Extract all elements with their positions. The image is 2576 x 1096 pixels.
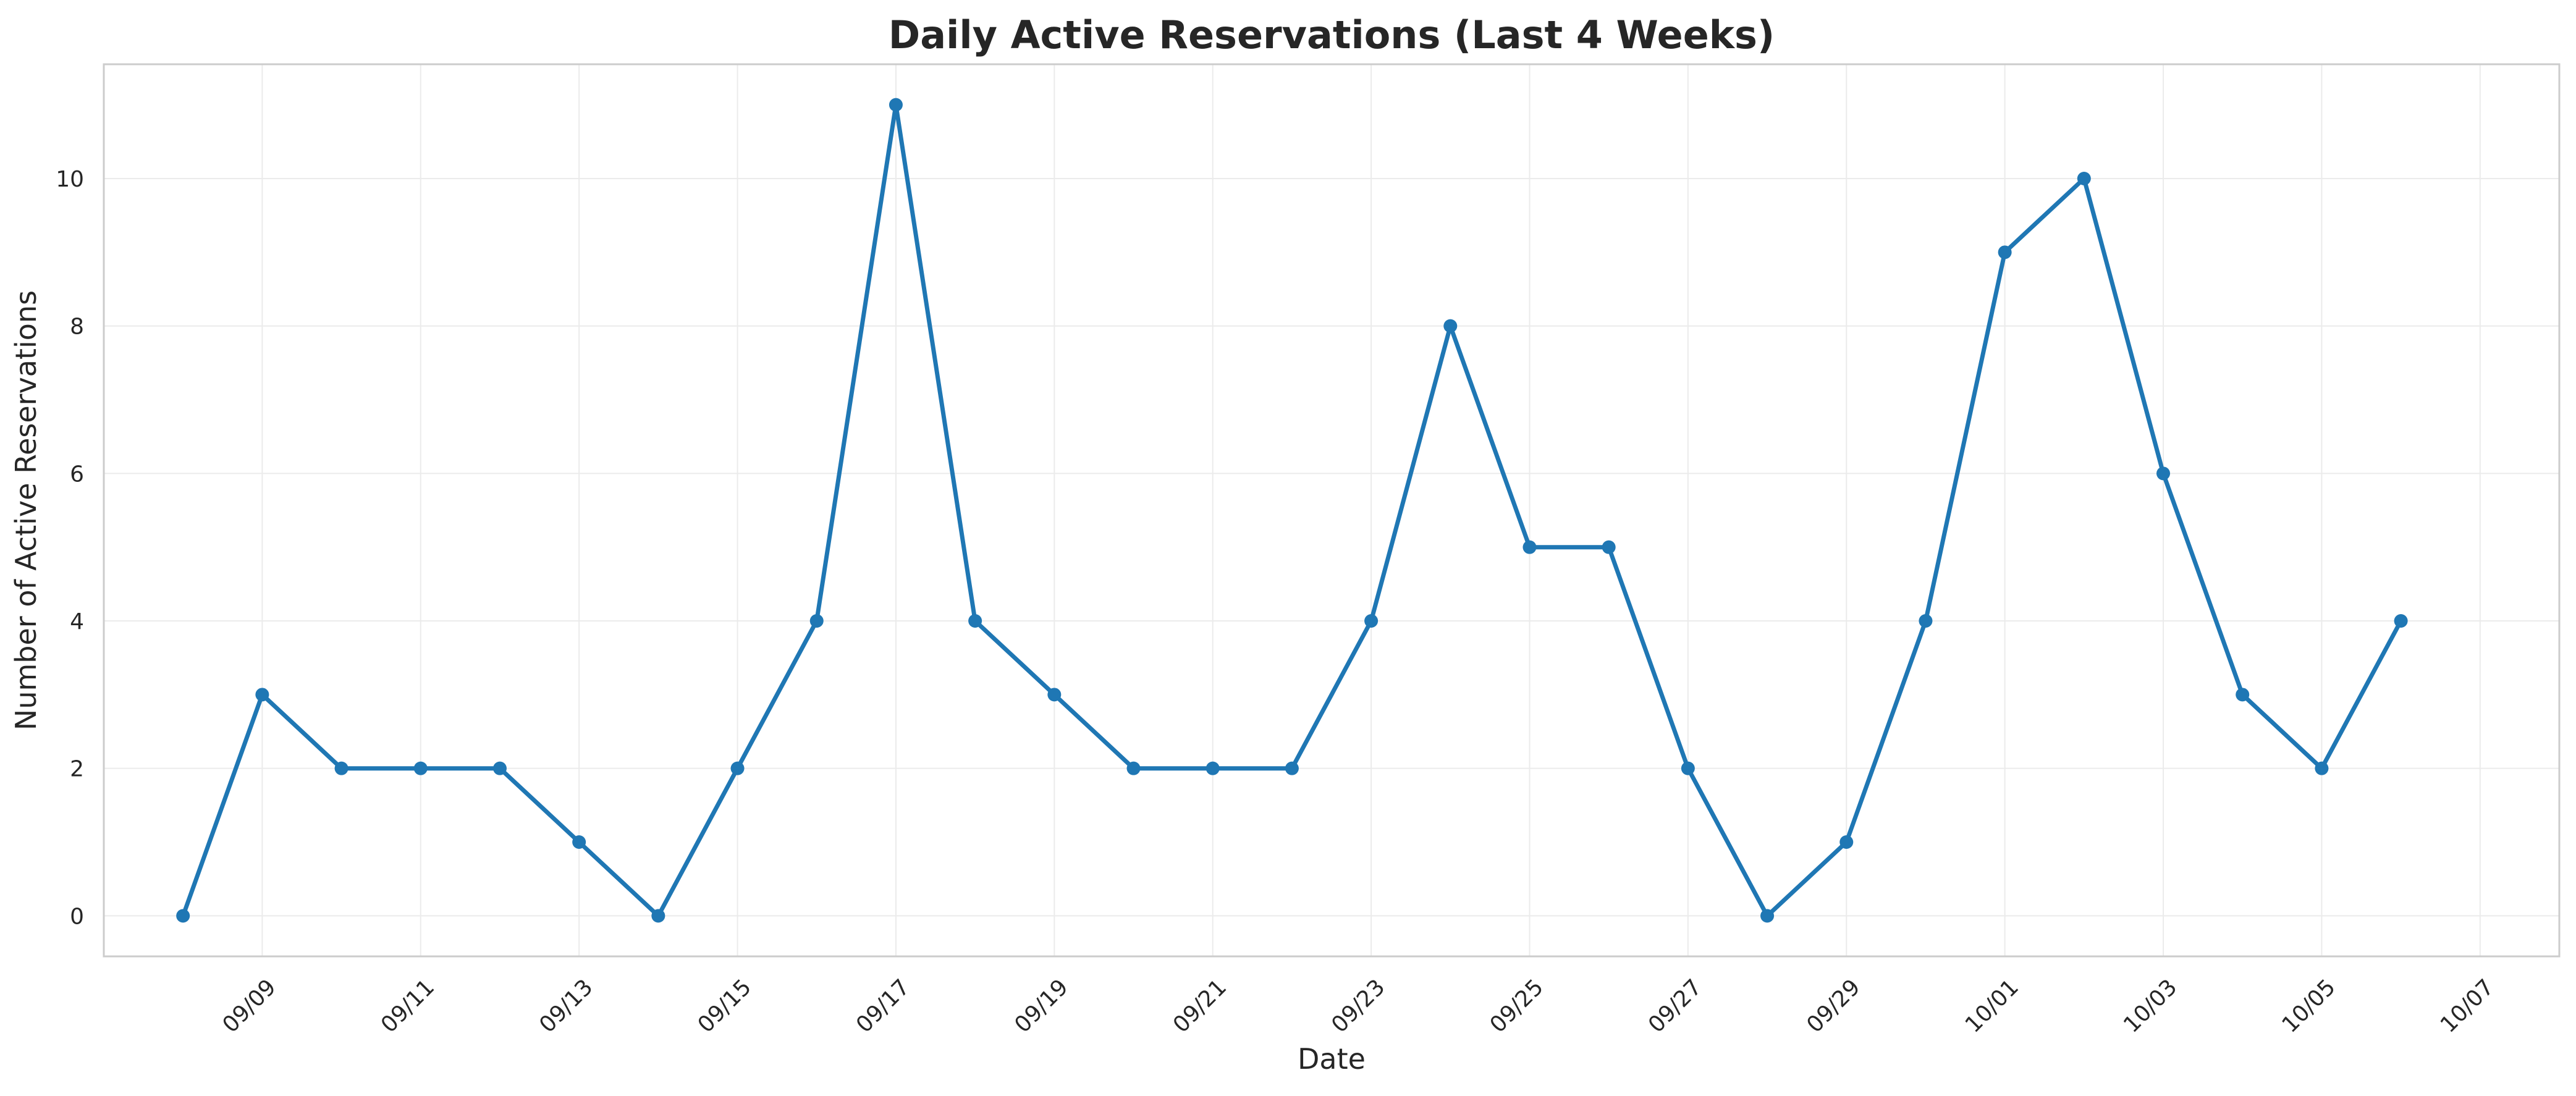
x-tick-label: 09/29 [1802,974,1865,1037]
data-point [2236,688,2250,702]
x-axis: 09/09 09/11 09/13 09/15 09/17 09/19 09/21 09/23… [217,974,2499,1037]
y-tick-label: 8 [70,314,84,340]
x-tick-label: 09/11 [376,974,439,1037]
data-point [176,909,190,923]
data-point [1522,540,1537,554]
data-point [1681,761,1695,775]
data-point [2394,614,2408,628]
data-point [334,761,348,775]
x-tick-label: 09/27 [1644,974,1707,1037]
x-axis-label: Date [1298,1042,1366,1076]
grid-lines [104,64,2559,956]
x-tick-label: 09/21 [1168,974,1231,1037]
data-point [1998,245,2012,259]
data-point [2077,171,2091,185]
data-point [2156,466,2171,481]
data-point [413,761,428,775]
data-point [492,761,507,775]
data-point [1443,319,1458,333]
data-point [1602,540,1616,554]
chart-title: Daily Active Reservations (Last 4 Weeks) [889,12,1775,57]
data-point [255,688,269,702]
x-tick-label: 09/13 [534,974,598,1037]
x-tick-label: 09/15 [693,974,756,1037]
x-tick-label: 10/03 [2119,974,2182,1037]
data-point [1760,909,1775,923]
data-point [730,761,745,775]
data-point [572,835,586,849]
x-tick-label: 09/19 [1010,974,1073,1037]
data-point [889,98,903,112]
y-tick-label: 6 [70,462,84,487]
data-point [1126,761,1141,775]
data-point [1919,614,1933,628]
x-tick-label: 09/17 [851,974,914,1037]
plot-frame [103,63,2561,958]
y-axis-label: Number of Active Reservations [9,290,43,730]
data-point [809,614,824,628]
data-point [1364,614,1379,628]
data-point [1285,761,1299,775]
y-tick-label: 10 [56,167,84,192]
data-point [1206,761,1220,775]
x-tick-label: 10/01 [1961,974,2024,1037]
data-point [2315,761,2329,775]
series-layer [176,98,2408,923]
data-point [651,909,665,923]
y-tick-label: 0 [70,904,84,929]
x-tick-label: 09/09 [217,974,281,1037]
y-tick-label: 2 [70,757,84,782]
data-point [968,614,982,628]
x-tick-label: 09/25 [1485,974,1548,1037]
data-point [1839,835,1854,849]
y-tick-label: 4 [70,609,84,634]
x-tick-label: 10/05 [2278,974,2341,1037]
series-line [180,103,2404,918]
data-point [1047,688,1062,702]
x-tick-label: 09/23 [1327,974,1390,1037]
x-tick-label: 10/07 [2436,974,2499,1037]
y-axis: 0 2 4 6 8 10 [56,167,84,929]
